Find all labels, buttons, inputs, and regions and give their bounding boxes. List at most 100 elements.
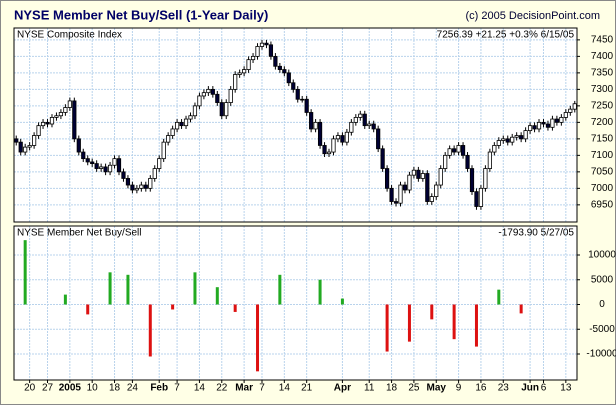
bar — [278, 274, 282, 305]
candle-body — [411, 169, 417, 176]
candle-body — [465, 154, 470, 169]
candle-body — [54, 115, 59, 118]
bar — [407, 304, 411, 342]
bar — [148, 304, 152, 357]
bar — [340, 298, 344, 305]
candle-body — [259, 42, 265, 47]
y-tick-label: -5000 — [589, 324, 615, 335]
plot-area — [14, 28, 577, 222]
candle-body — [322, 145, 327, 155]
candle-body — [393, 201, 399, 204]
candle-body — [76, 138, 81, 153]
candle-body — [242, 69, 247, 74]
candle-body — [99, 166, 104, 169]
x-tick-label: 9 — [456, 383, 462, 394]
panel-annotation: -1793.90 5/27/05 — [498, 228, 574, 239]
candle-body — [291, 82, 296, 90]
candle-body — [170, 128, 175, 136]
candle-body — [90, 161, 95, 165]
y-tick-label: -10000 — [586, 349, 616, 360]
bar — [215, 287, 219, 305]
x-tick-label: 10 — [87, 383, 99, 394]
y-tick-label: 10000 — [588, 250, 616, 261]
candle-body — [300, 98, 305, 101]
x-tick-label: Mar — [235, 383, 253, 394]
candle-body — [572, 103, 577, 110]
candle-body — [496, 140, 501, 146]
candle-body — [206, 88, 211, 94]
candle-body — [116, 158, 122, 173]
candle-body — [478, 187, 484, 207]
candle-body — [268, 44, 274, 57]
panel-label: NYSE Member Net Buy/Sell — [17, 228, 142, 239]
candle-body — [362, 113, 367, 127]
candle-body — [344, 131, 349, 143]
candle-body — [519, 135, 524, 140]
bar — [86, 304, 90, 315]
candle-body — [188, 115, 193, 120]
bar — [256, 304, 260, 372]
candle-body — [523, 130, 528, 140]
candle-body — [264, 42, 269, 46]
candle-body — [148, 178, 153, 189]
candle-body — [536, 121, 542, 130]
candle-body — [112, 158, 117, 166]
candle-body — [385, 168, 390, 189]
candle-body — [559, 117, 564, 123]
x-tick-label: May — [427, 383, 447, 394]
y-tick-label: 6950 — [591, 199, 614, 210]
x-tick-label: 20 — [24, 383, 36, 394]
plot-frame — [13, 225, 578, 381]
bar — [23, 240, 27, 305]
candle-body — [501, 138, 506, 141]
bar — [63, 294, 67, 305]
candle-body — [380, 148, 385, 169]
candle-body — [219, 102, 224, 117]
candle-body — [389, 187, 394, 202]
candle-body — [250, 55, 256, 61]
candle-body — [554, 118, 559, 123]
candle-body — [295, 88, 300, 100]
candle-body — [237, 72, 242, 75]
candle-body — [14, 138, 19, 143]
bar — [233, 304, 237, 312]
y-tick-label: 7050 — [591, 166, 614, 177]
x-tick-label: 7 — [174, 383, 180, 394]
x-tick-label: 25 — [408, 383, 420, 394]
candle-body — [215, 93, 220, 103]
candle-body — [429, 196, 434, 202]
candle-body — [313, 121, 318, 130]
candle-body — [72, 100, 77, 140]
panel-label: NYSE Composite Index — [17, 30, 122, 41]
credit: (c) 2005 DecisionPoint.com — [465, 10, 600, 22]
x-tick-label: 2005 — [59, 383, 82, 394]
candle-body — [246, 59, 251, 70]
candle-body — [143, 184, 148, 189]
candle-body — [32, 135, 37, 146]
y-tick-label: 7400 — [591, 51, 614, 62]
candle-body — [371, 123, 376, 130]
candle-body — [407, 174, 412, 191]
candle-body — [402, 184, 408, 191]
candle-body — [179, 121, 184, 127]
candle-body — [527, 125, 533, 132]
candle-body — [438, 168, 443, 186]
candle-body — [474, 191, 479, 207]
x-tick-label: 6 — [541, 383, 547, 394]
candle-body — [273, 55, 278, 67]
candle-body — [505, 138, 510, 143]
y-tick-label: 0 — [599, 299, 605, 310]
candle-body — [326, 151, 332, 155]
y-tick-label: 7250 — [591, 101, 614, 112]
candle-body — [67, 100, 72, 108]
bar — [474, 304, 478, 347]
candle-body — [58, 112, 64, 117]
candle-body — [514, 135, 519, 138]
plot-area — [14, 226, 577, 380]
chart-title: NYSE Member Net Buy/Sell (1-Year Daily) — [14, 7, 268, 22]
y-tick-label: 7350 — [591, 68, 614, 79]
candle-body — [563, 112, 568, 118]
candle-body — [416, 169, 421, 179]
candle-body — [425, 173, 430, 202]
candle-body — [233, 74, 238, 90]
